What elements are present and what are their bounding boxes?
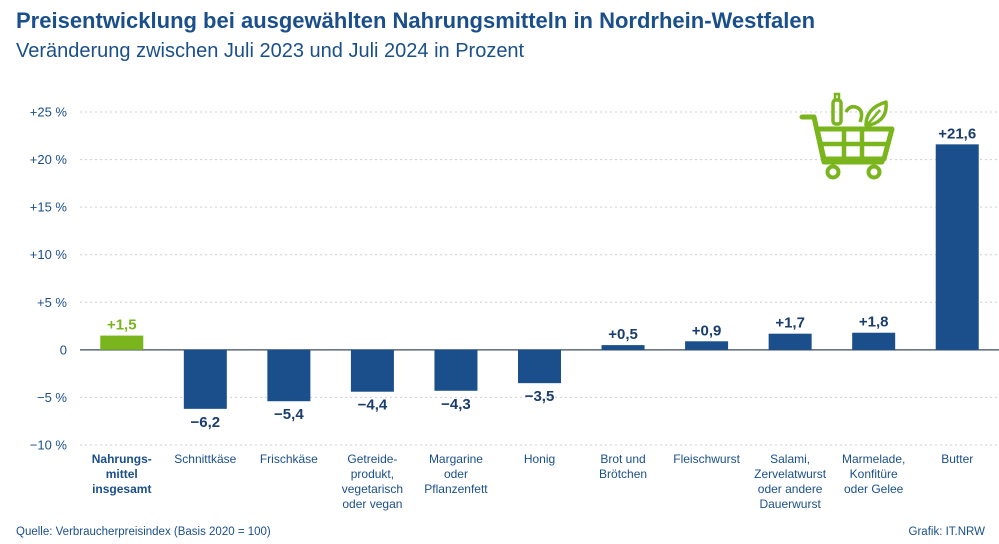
- y-tick-label: −5 %: [37, 390, 67, 405]
- data-label: −5,4: [274, 406, 304, 423]
- value-labels: +1,5 −6,2 −5,4 −4,4 −4,3 −3,5 +0,5 +0,9 +1,7 +1,8…: [107, 125, 976, 430]
- data-label: −4,4: [358, 397, 388, 414]
- x-tick-label: Salami, Zervelatwurst oder andere Dauerwurs…: [754, 452, 827, 511]
- bar: [852, 332, 896, 350]
- bar: [434, 349, 478, 391]
- x-tick-label: Frischkäse: [260, 452, 318, 466]
- chart-subtitle: Veränderung zwischen Juli 2023 und Juli …: [16, 40, 525, 62]
- credit-note: Grafik: IT.NRW: [908, 526, 985, 538]
- y-tick-label: +25 %: [30, 105, 68, 120]
- data-label: +21,6: [938, 125, 976, 142]
- bar: [685, 341, 729, 350]
- category-labels: Nahrungs-mittel insgesamt Schnittkäse Frisc…: [92, 452, 973, 511]
- y-tick-label: 0: [60, 342, 67, 357]
- y-tick-label: +10 %: [30, 247, 68, 262]
- bar: [601, 345, 645, 350]
- x-tick-label: Marmelade, Konfitüre oder Gelee: [842, 452, 905, 496]
- y-tick-label: −10 %: [30, 438, 68, 453]
- data-label: −3,5: [525, 388, 555, 405]
- chart-title: Preisentwicklung bei ausgewählten Nahrun…: [16, 8, 816, 33]
- x-tick-label: Butter: [941, 452, 973, 466]
- bar: [935, 144, 979, 350]
- shopping-cart-icon: [799, 92, 895, 180]
- data-label: +1,8: [859, 314, 889, 331]
- bar: [768, 333, 812, 350]
- data-label: +1,5: [107, 317, 137, 334]
- bar: [350, 349, 394, 392]
- source-note: Quelle: Verbraucherpreisindex (Basis 202…: [16, 526, 271, 538]
- x-tick-label: Getreide-produkt, vegetarisch oder vegan: [342, 452, 403, 511]
- x-tick-label: Schnittkäse: [174, 452, 236, 466]
- data-label: +0,9: [692, 322, 722, 339]
- x-tick-label: Fleischwurst: [673, 452, 740, 466]
- x-tick-label: Nahrungs-mittel insgesamt: [92, 452, 152, 496]
- bars: [100, 144, 979, 409]
- bar: [183, 349, 227, 409]
- y-tick-label: +5 %: [37, 295, 67, 310]
- x-tick-label: Brot und Brötchen: [599, 452, 647, 481]
- x-tick-label: Margarine oder Pflanzenfett: [424, 452, 488, 496]
- data-label: +1,7: [775, 315, 805, 332]
- data-label: +0,5: [608, 326, 638, 343]
- y-tick-label: +15 %: [30, 200, 68, 215]
- bar: [100, 335, 144, 350]
- x-tick-label: Honig: [524, 452, 555, 466]
- bar: [518, 349, 561, 384]
- bar: [267, 349, 311, 402]
- data-label: −6,2: [191, 414, 221, 431]
- y-tick-label: +20 %: [30, 152, 68, 167]
- data-label: −4,3: [441, 396, 471, 413]
